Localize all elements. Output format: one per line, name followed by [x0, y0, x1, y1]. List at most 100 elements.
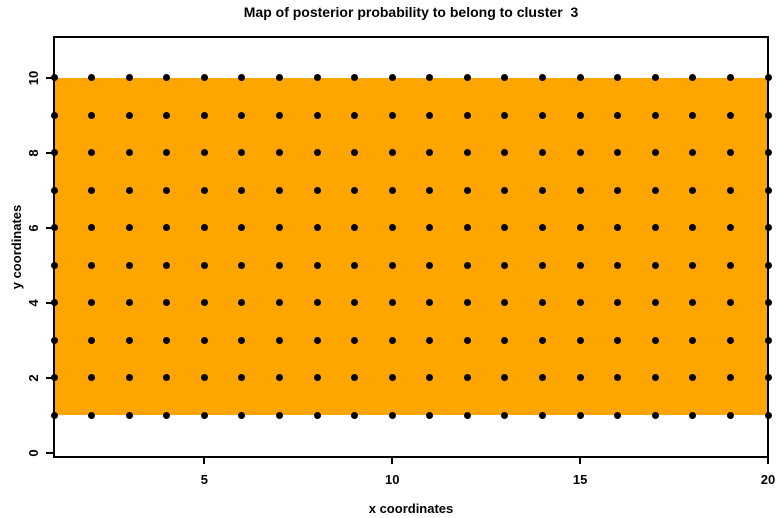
data-point	[614, 111, 622, 119]
data-point	[539, 186, 547, 194]
data-point	[689, 261, 697, 269]
data-point	[351, 374, 359, 382]
x-axis-tick	[579, 458, 582, 464]
data-point	[163, 186, 171, 194]
data-point	[576, 224, 584, 232]
data-point	[163, 224, 171, 232]
data-point	[726, 411, 734, 419]
data-point	[614, 186, 622, 194]
data-point	[651, 149, 659, 157]
data-point	[125, 411, 133, 419]
data-point	[501, 411, 509, 419]
x-axis-tick-label: 20	[760, 472, 776, 487]
data-point	[614, 374, 622, 382]
data-point	[614, 336, 622, 344]
data-point	[163, 336, 171, 344]
data-point	[764, 411, 772, 419]
data-point	[388, 299, 396, 307]
data-point	[200, 186, 208, 194]
data-point	[163, 299, 171, 307]
data-point	[238, 186, 246, 194]
data-point	[125, 374, 133, 382]
data-point	[463, 411, 471, 419]
data-point	[238, 224, 246, 232]
x-axis-tick-label: 5	[200, 472, 208, 487]
y-axis-tick	[46, 301, 53, 304]
data-point	[125, 299, 133, 307]
data-point	[200, 111, 208, 119]
data-point	[651, 261, 659, 269]
data-point	[313, 336, 321, 344]
x-axis-tick	[767, 458, 769, 464]
data-point	[351, 261, 359, 269]
data-point	[726, 149, 734, 157]
data-point	[576, 186, 584, 194]
x-axis-tick	[203, 458, 206, 464]
data-point	[539, 111, 547, 119]
data-point	[313, 224, 321, 232]
data-point	[388, 261, 396, 269]
data-point	[576, 299, 584, 307]
data-point	[351, 299, 359, 307]
data-point	[764, 111, 772, 119]
data-point	[651, 74, 659, 82]
data-point	[388, 411, 396, 419]
data-point	[539, 74, 547, 82]
data-point	[689, 224, 697, 232]
data-point	[539, 374, 547, 382]
data-point	[726, 299, 734, 307]
data-point	[501, 261, 509, 269]
data-point	[463, 374, 471, 382]
data-point	[463, 299, 471, 307]
y-axis-tick-label: 10	[26, 70, 41, 86]
data-point	[426, 299, 434, 307]
data-point	[689, 336, 697, 344]
data-point	[163, 411, 171, 419]
data-point	[764, 224, 772, 232]
data-point	[388, 111, 396, 119]
data-point	[726, 74, 734, 82]
data-point	[614, 149, 622, 157]
data-point	[351, 336, 359, 344]
data-point	[163, 74, 171, 82]
data-point	[689, 374, 697, 382]
data-point	[501, 186, 509, 194]
data-point	[313, 411, 321, 419]
data-point	[426, 149, 434, 157]
y-axis-tick-label: 6	[26, 224, 41, 232]
data-point	[388, 186, 396, 194]
data-point	[764, 186, 772, 194]
data-point	[200, 224, 208, 232]
data-point	[238, 261, 246, 269]
data-point	[88, 411, 96, 419]
data-point	[125, 336, 133, 344]
data-point	[651, 336, 659, 344]
data-point	[764, 374, 772, 382]
data-point	[50, 111, 58, 119]
data-point	[689, 74, 697, 82]
data-point	[576, 74, 584, 82]
data-point	[726, 261, 734, 269]
data-point	[351, 224, 359, 232]
plot-area: 5 10 15 20 0 2 4 6 8 10	[26, 36, 775, 487]
data-point	[88, 149, 96, 157]
data-point	[689, 149, 697, 157]
y-axis-tick	[46, 76, 53, 79]
x-axis-label: x coordinates	[368, 501, 454, 516]
data-point	[388, 336, 396, 344]
data-point	[614, 74, 622, 82]
y-axis-tick-label: 2	[26, 374, 41, 382]
posterior-probability-region	[54, 77, 768, 416]
data-point	[726, 374, 734, 382]
data-point	[501, 74, 509, 82]
data-point	[238, 299, 246, 307]
data-point	[125, 261, 133, 269]
data-point	[275, 186, 283, 194]
data-point	[614, 224, 622, 232]
data-point	[426, 374, 434, 382]
data-point	[463, 111, 471, 119]
data-point	[614, 299, 622, 307]
data-point	[88, 224, 96, 232]
data-point	[125, 224, 133, 232]
data-point	[88, 336, 96, 344]
